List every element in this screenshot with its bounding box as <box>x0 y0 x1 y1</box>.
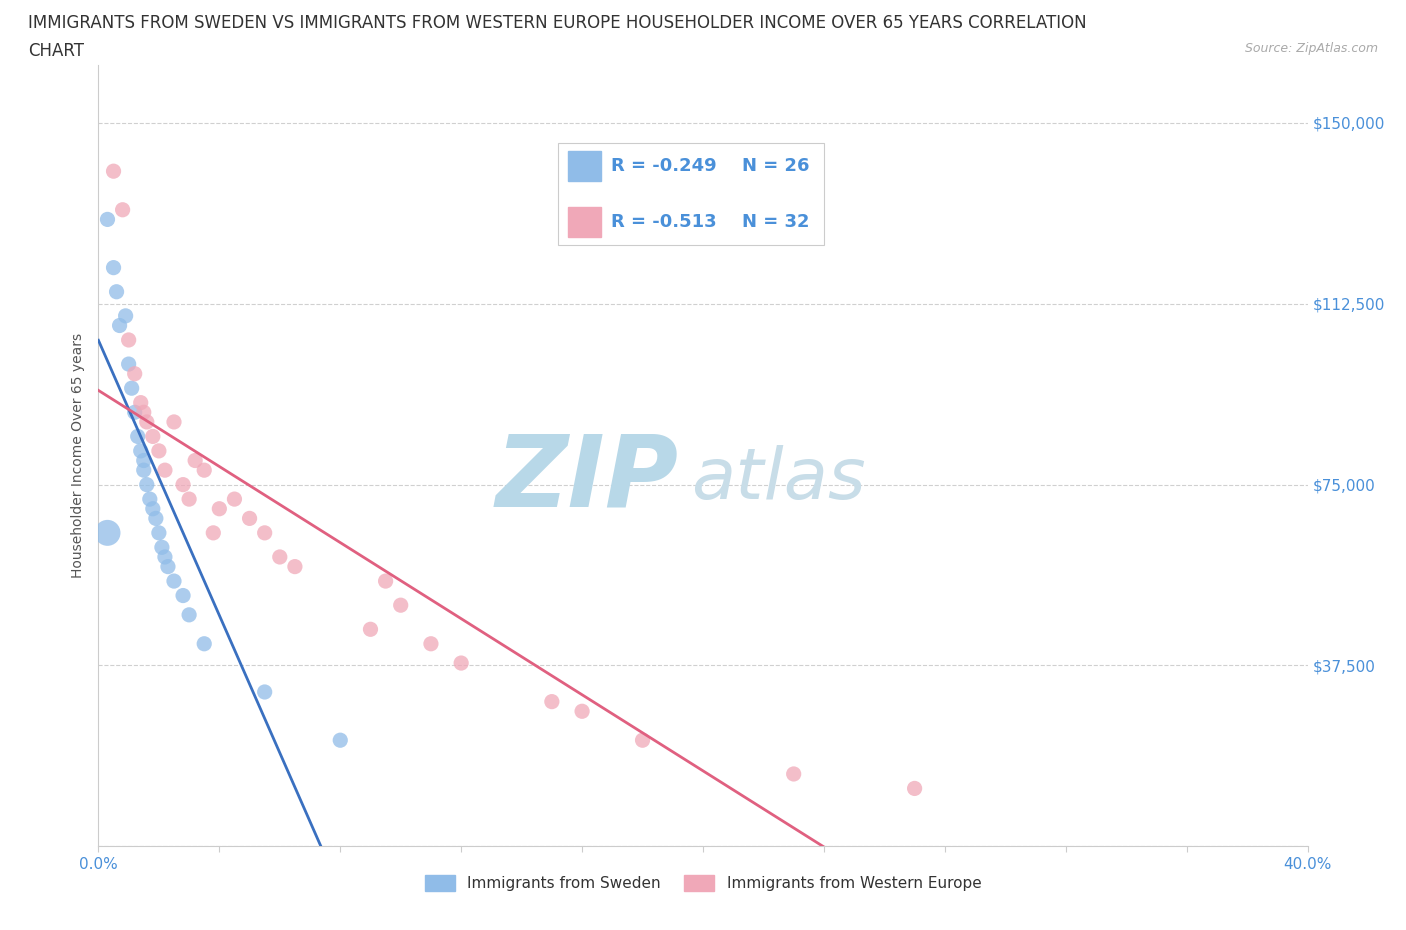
Point <box>105 285 128 299</box>
Bar <box>568 207 602 237</box>
Point <box>150 540 173 555</box>
Point <box>202 525 225 540</box>
Point <box>153 550 176 565</box>
Point <box>114 309 136 324</box>
Point <box>329 733 352 748</box>
Point <box>360 622 382 637</box>
Point <box>142 429 165 444</box>
Text: N = 26: N = 26 <box>742 157 810 175</box>
Point <box>118 333 141 348</box>
Point <box>904 781 927 796</box>
Text: atlas: atlas <box>690 445 866 513</box>
Text: IMMIGRANTS FROM SWEDEN VS IMMIGRANTS FROM WESTERN EUROPE HOUSEHOLDER INCOME OVER: IMMIGRANTS FROM SWEDEN VS IMMIGRANTS FRO… <box>28 14 1087 32</box>
Point <box>129 395 152 410</box>
Point <box>163 574 186 589</box>
Text: R = -0.513: R = -0.513 <box>612 213 717 232</box>
Point <box>450 656 472 671</box>
Point <box>121 380 143 395</box>
Point <box>124 366 146 381</box>
Point <box>179 492 201 507</box>
Point <box>253 684 276 699</box>
Point <box>253 525 276 540</box>
Point <box>374 574 396 589</box>
Point <box>184 453 207 468</box>
Point <box>142 501 165 516</box>
Point <box>129 444 152 458</box>
Point <box>153 463 176 478</box>
Text: R = -0.249: R = -0.249 <box>612 157 717 175</box>
Point <box>111 203 134 218</box>
Point <box>108 318 131 333</box>
Point <box>172 477 194 492</box>
Point <box>132 405 155 419</box>
Point <box>124 405 146 419</box>
Point <box>224 492 246 507</box>
Point <box>135 415 157 430</box>
Y-axis label: Householder Income Over 65 years: Householder Income Over 65 years <box>70 333 84 578</box>
Point <box>208 501 231 516</box>
Point <box>103 260 125 275</box>
Point <box>132 453 155 468</box>
Point <box>269 550 291 565</box>
Point <box>540 694 562 709</box>
Point <box>148 444 170 458</box>
FancyBboxPatch shape <box>558 143 824 245</box>
Point <box>239 511 262 525</box>
Point <box>127 429 149 444</box>
Point <box>284 559 307 574</box>
Point <box>172 588 194 603</box>
Point <box>96 212 118 227</box>
Point <box>148 525 170 540</box>
Point <box>571 704 593 719</box>
Point <box>631 733 654 748</box>
Point <box>179 607 201 622</box>
Point <box>420 636 443 651</box>
Point <box>96 525 118 540</box>
Point <box>193 463 215 478</box>
Point <box>103 164 125 179</box>
Text: N = 32: N = 32 <box>742 213 810 232</box>
Point <box>145 511 167 525</box>
Point <box>135 477 157 492</box>
Text: Source: ZipAtlas.com: Source: ZipAtlas.com <box>1244 42 1378 55</box>
Text: CHART: CHART <box>28 42 84 60</box>
Point <box>783 766 806 781</box>
Text: ZIP: ZIP <box>496 431 679 527</box>
Point <box>118 356 141 371</box>
Legend: Immigrants from Sweden, Immigrants from Western Europe: Immigrants from Sweden, Immigrants from … <box>419 869 987 897</box>
Point <box>193 636 215 651</box>
Point <box>156 559 179 574</box>
Point <box>132 463 155 478</box>
Point <box>163 415 186 430</box>
Point <box>139 492 162 507</box>
Bar <box>568 151 602 180</box>
Point <box>389 598 412 613</box>
